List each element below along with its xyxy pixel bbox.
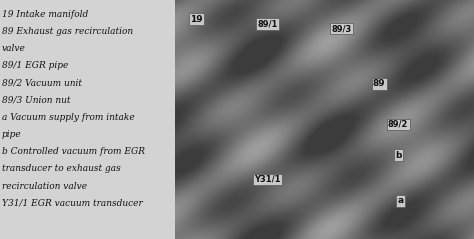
Text: 89/1 EGR pipe: 89/1 EGR pipe — [2, 61, 68, 70]
Text: a: a — [398, 196, 403, 205]
Text: 89/2 Vacuum unit: 89/2 Vacuum unit — [2, 78, 82, 87]
Text: Y31/1 EGR vacuum transducer: Y31/1 EGR vacuum transducer — [2, 199, 143, 208]
Text: transducer to exhaust gas: transducer to exhaust gas — [2, 164, 120, 174]
Text: 19: 19 — [191, 15, 203, 24]
Text: 89/2: 89/2 — [388, 120, 408, 129]
Text: 89/3 Union nut: 89/3 Union nut — [2, 96, 70, 105]
Text: recirculation valve: recirculation valve — [2, 182, 87, 191]
Text: pipe: pipe — [2, 130, 21, 139]
Text: 89/1: 89/1 — [258, 19, 278, 28]
Text: 19 Intake manifold: 19 Intake manifold — [2, 10, 88, 19]
Text: valve: valve — [2, 44, 26, 53]
Text: Y31/1: Y31/1 — [255, 175, 281, 184]
Text: 89: 89 — [373, 79, 385, 88]
Text: b: b — [395, 151, 401, 160]
Text: b Controlled vacuum from EGR: b Controlled vacuum from EGR — [2, 147, 145, 156]
Text: 89 Exhaust gas recirculation: 89 Exhaust gas recirculation — [2, 27, 133, 36]
Text: 89/3: 89/3 — [331, 24, 351, 33]
Text: a Vacuum supply from intake: a Vacuum supply from intake — [2, 113, 135, 122]
